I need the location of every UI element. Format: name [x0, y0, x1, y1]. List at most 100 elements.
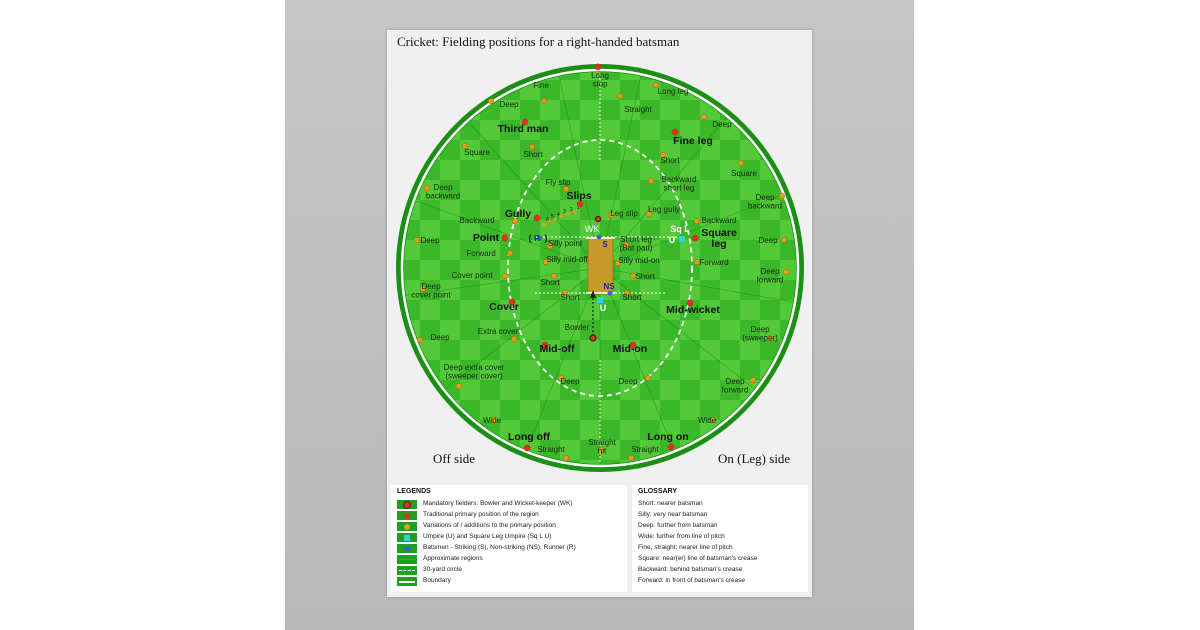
- fielder-33: Deep forward: [757, 267, 789, 285]
- fielder-dot-26: [547, 243, 553, 249]
- fielder-label-32: Cover point: [452, 271, 494, 280]
- glossary-item-2: Deep: further from batsman: [638, 522, 718, 529]
- fielder-51: Wide: [483, 416, 502, 425]
- legend-dot-mandatory: [404, 501, 410, 508]
- legend-label-5: Approximate regions: [423, 555, 483, 562]
- fielder-label-57: Straight: [631, 445, 659, 454]
- fielder-label-28: Forward: [466, 249, 495, 258]
- fielder-label-1: Fine: [533, 81, 549, 90]
- fielder-label-35: Short: [635, 272, 655, 281]
- fielder-56: Straight: [537, 445, 569, 461]
- fielder-dot-29: [694, 259, 700, 265]
- fielder-5: Deep: [701, 114, 732, 129]
- fielder-18: Leg slip: [608, 209, 638, 218]
- fielder-label-36: Deep cover point: [411, 282, 451, 300]
- legend-swatch-6: [397, 566, 417, 575]
- fielder-label-40: Mid-wicket: [666, 304, 720, 316]
- umpire-square: [597, 297, 603, 303]
- fielder-45: Mid-off: [540, 341, 575, 355]
- fielder-23: Deep: [414, 236, 440, 245]
- fielder-42: Deep (sweeper): [742, 325, 778, 343]
- glossary-item-6: Backward: behind batsman's crease: [638, 566, 743, 573]
- fielder-dot-22: [501, 234, 509, 242]
- fielder-43: Deep: [417, 333, 450, 343]
- fielder-dot-5: [701, 114, 707, 120]
- fielder-20: Backward: [459, 216, 518, 225]
- fielder-dot-35: [630, 273, 636, 279]
- glossary-item-5: Square: near(er) line of batsman's creas…: [638, 555, 758, 562]
- fielder-dot-38: [624, 290, 630, 296]
- boundary-line: [400, 68, 800, 468]
- fielder-dot-48: [558, 375, 564, 381]
- region-line-8: [442, 267, 601, 392]
- fielder-17: Gully: [505, 208, 541, 222]
- legend-swatch-5: [397, 555, 417, 564]
- wicket-keeper-dot-inner: [596, 217, 600, 221]
- fielder-label-10: Short: [660, 156, 680, 165]
- fielder-54: Straight hit: [588, 438, 616, 456]
- slip-number-5: 6: [546, 217, 549, 223]
- fielder-label-20: Backward: [459, 216, 494, 225]
- fielder-13: Backward short leg: [648, 175, 697, 193]
- fielder-2: Straight: [617, 93, 653, 114]
- slip-dot-2: [559, 214, 563, 218]
- fielder-label-22: Point: [473, 232, 500, 244]
- region-line-4: [599, 267, 758, 392]
- slip-number-0: 1: [577, 205, 580, 211]
- fielder-label-25: Deep: [758, 236, 778, 245]
- fielder-9: Short: [523, 144, 543, 159]
- fielder-label-50: Deep forward: [722, 377, 749, 395]
- legend-title: LEGENDS: [397, 488, 431, 495]
- striker-label: S: [602, 240, 608, 249]
- fielder-label-51: Wide: [483, 416, 502, 425]
- fielder-8: Square: [462, 143, 490, 157]
- fielder-dot-17: [533, 214, 541, 222]
- fielder-dot-15: [563, 186, 569, 192]
- fielder-dot-24: [691, 234, 699, 242]
- fielder-label-26: Silly point: [548, 239, 583, 248]
- legend-line-boundary: [399, 580, 415, 583]
- legend-swatch-7: [397, 577, 417, 586]
- fielder-label-27: Short leg (Bat pad): [620, 235, 653, 253]
- fielder-label-21: Backward: [701, 216, 736, 225]
- fielder-dot-20: [512, 218, 518, 224]
- region-line-7: [524, 267, 601, 454]
- fielder-6: Third man: [498, 118, 548, 135]
- fielder-25: Deep: [758, 236, 787, 245]
- fielder-label-29: Forward: [699, 258, 728, 267]
- fielder-label-7: Fine leg: [673, 135, 713, 147]
- fielder-label-14: Deep backward: [748, 193, 782, 211]
- fielder-50: Deep forward: [722, 377, 756, 395]
- approximate-regions: [404, 72, 796, 464]
- legend-label-2: Variations of / additions to the primary…: [423, 522, 556, 529]
- fielder-dot-50: [750, 377, 756, 383]
- legend-label-0: Mandatory fielders: Bowler and Wicket-ke…: [423, 500, 573, 507]
- fielder-dot-12: [424, 185, 430, 191]
- fielder-dot-9: [529, 144, 535, 150]
- fielder-dot-6: [521, 118, 529, 126]
- fielder-35: Short: [630, 272, 655, 281]
- slip-number-1: 2: [570, 207, 573, 213]
- fielder-24: Square leg: [691, 227, 737, 250]
- wicket-keeper-label: WK: [585, 224, 600, 234]
- non-striker-dot: [607, 290, 613, 296]
- runner-paren-open: (: [529, 233, 532, 243]
- square-leg-umpire-square: [679, 236, 685, 242]
- region-line-2: [599, 192, 786, 269]
- fielder-label-17: Gully: [505, 208, 531, 220]
- fielder-label-43: Deep: [430, 333, 450, 342]
- fielder-37: Short: [560, 290, 580, 302]
- fielder-dot-4: [488, 98, 494, 104]
- fielder-dot-19: [646, 211, 652, 217]
- fielder-label-2: Straight: [624, 105, 652, 114]
- legend-label-1: Traditional primary position of the regi…: [423, 511, 539, 518]
- fielder-52: Wide: [698, 416, 717, 425]
- fielder-dot-28: [507, 250, 513, 256]
- fielder-0: Long stop: [591, 63, 609, 89]
- legend-swatch-0: [397, 500, 417, 509]
- slip-dot-1: [566, 212, 570, 216]
- fielder-label-56: Straight: [537, 445, 565, 454]
- fielder-label-42: Deep (sweeper): [742, 325, 778, 343]
- fielder-40: Mid-wicket: [666, 299, 720, 316]
